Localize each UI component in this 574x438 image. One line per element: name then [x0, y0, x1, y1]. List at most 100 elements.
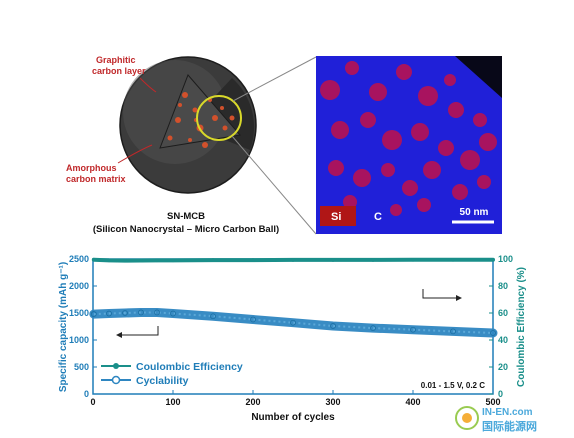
series-point [155, 258, 159, 263]
y-axis-right-title: Coulombic Efficiency (%) [516, 267, 527, 387]
series-point [138, 309, 144, 316]
y-right-tick-label: 60 [498, 308, 508, 318]
series-point [491, 258, 495, 262]
x-axis-title: Number of cycles [251, 412, 335, 423]
chart-axes: 0 100 200 300 400 500050010001500200025000204… [69, 254, 513, 407]
y-left-tick-label: 2000 [69, 281, 89, 291]
series-point [211, 258, 215, 262]
cycling-performance-chart: 0 100 200 300 400 500050010001500200025000204… [58, 254, 527, 423]
series-point [139, 258, 143, 263]
si-particle [444, 74, 456, 86]
nanocrystal-dot [182, 92, 188, 98]
watermark-text-bottom: 国际能源网 [482, 419, 537, 433]
series-point [122, 310, 128, 316]
si-particle [411, 123, 429, 141]
label-si: Si [331, 211, 341, 223]
label-c: C [374, 211, 382, 223]
legend: Coulombic Efficiency Cyclability [101, 361, 243, 387]
y-left-tick-label: 2500 [69, 254, 89, 264]
arrow-right-head [456, 295, 462, 301]
series-point [330, 323, 336, 329]
si-particle [417, 198, 431, 212]
si-particle [390, 204, 402, 216]
si-particle [477, 175, 491, 189]
si-particle [402, 180, 418, 196]
watermark-logo-core [462, 413, 472, 423]
arrow-to-right-axis [422, 289, 458, 299]
y-right-tick-label: 20 [498, 362, 508, 372]
series-point [291, 258, 295, 262]
si-particle [423, 161, 441, 179]
chart-series [89, 257, 498, 338]
series-point [90, 311, 97, 317]
series-point [123, 258, 127, 263]
y-right-tick-label: 100 [498, 254, 513, 264]
label-amorphous-carbon-matrix: Amorphous carbon matrix [66, 163, 126, 184]
si-particle [369, 83, 387, 101]
amorphous-pointer [117, 144, 153, 164]
si-particle [353, 169, 371, 187]
series-point [410, 326, 416, 333]
legend-ce-label: Coulombic Efficiency [136, 361, 243, 373]
si-particle [328, 160, 344, 176]
sn-mcb-schematic: Graphitic carbon layer Amorphous carbon … [66, 55, 317, 235]
series-point [106, 310, 112, 317]
nanocrystal-dot [212, 115, 218, 121]
label-graphitic-carbon-layer: Graphitic carbon layer [92, 55, 146, 76]
si-particle [438, 140, 454, 156]
series-point [210, 313, 216, 320]
series-point [371, 258, 375, 262]
series-point [331, 258, 335, 262]
x-tick-label: 200 [245, 397, 260, 407]
series-point [251, 258, 255, 262]
y-right-tick-label: 80 [498, 281, 508, 291]
y-left-tick-label: 1000 [69, 335, 89, 345]
si-particle [479, 133, 497, 151]
x-tick-label: 400 [405, 397, 420, 407]
series-point [290, 319, 296, 326]
series-point [411, 258, 415, 262]
y-left-tick-label: 500 [74, 362, 89, 372]
si-particle [418, 86, 438, 106]
scale-bar-label: 50 nm [460, 207, 489, 218]
x-tick-label: 500 [485, 397, 500, 407]
si-particle [381, 163, 395, 177]
nanocrystal-dot [175, 117, 181, 123]
series-point [170, 310, 176, 317]
nanocrystal-dot [167, 135, 173, 141]
series-line-0 [91, 257, 495, 263]
legend-ce-marker [113, 363, 119, 369]
graphitic-pointer [139, 77, 157, 93]
series-point [451, 258, 455, 262]
watermark: IN-EN.com 国际能源网 [455, 406, 537, 433]
series-point [490, 330, 496, 336]
series-point [154, 309, 160, 316]
si-particle [320, 80, 340, 100]
eds-elemental-map: Si C 50 nm [316, 56, 502, 234]
series-point [370, 325, 376, 332]
nanocrystal-dot [202, 142, 208, 148]
y-axis-left-title: Specific capacity (mAh g⁻¹) [58, 262, 69, 392]
si-particle [382, 130, 402, 150]
eds-map-dark-corner [455, 56, 502, 98]
si-particle [448, 102, 464, 118]
nanocrystal-dot [178, 103, 182, 107]
si-particle [473, 113, 487, 127]
y-left-tick-label: 1500 [69, 308, 89, 318]
si-particle [331, 121, 349, 139]
watermark-logo-icon [455, 406, 479, 430]
nanocrystal-dot [220, 106, 224, 110]
si-particle [460, 150, 480, 170]
series-point [450, 328, 456, 335]
nanocrystal-dot [188, 138, 192, 142]
si-particle [396, 64, 412, 80]
caption-subtitle: (Silicon Nanocrystal – Micro Carbon Ball… [93, 224, 279, 235]
caption-title: SN-MCB [167, 211, 205, 222]
test-condition-annotation: 0.01 - 1.5 V, 0.2 C [421, 381, 485, 390]
si-particle-regions [320, 61, 497, 216]
si-particle [360, 112, 376, 128]
nanocrystal-dot [222, 125, 228, 131]
y-right-tick-label: 0 [498, 389, 503, 399]
si-particle [343, 195, 357, 209]
